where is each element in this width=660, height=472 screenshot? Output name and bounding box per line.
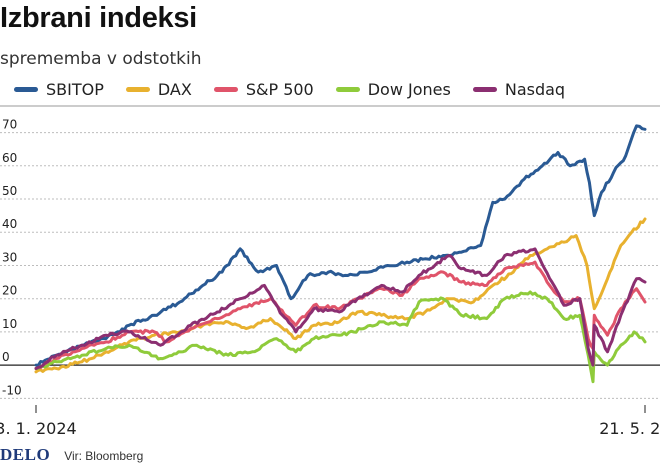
legend-swatch <box>125 87 150 92</box>
publisher-logo: DELO <box>0 445 51 464</box>
y-tick-label: -10 <box>2 383 22 397</box>
series-line-nasdaq <box>34 247 647 370</box>
x-tick-label: 3. 1. 2024 <box>0 419 77 438</box>
y-tick-label: 70 <box>2 118 17 132</box>
x-tick-label: 21. 5. 2025 <box>599 419 660 438</box>
legend-swatch <box>14 87 38 92</box>
y-tick-label: 0 <box>2 350 10 364</box>
legend-label: Nasdaq <box>504 80 566 99</box>
legend-swatch <box>213 87 238 92</box>
legend-item: Dow Jones <box>335 80 451 99</box>
series-line-dow-jones <box>34 290 647 384</box>
y-tick-label: 20 <box>2 284 17 298</box>
series-line-s-p-500 <box>34 260 647 370</box>
footer: DELO Vir: Bloomberg <box>0 445 143 465</box>
y-tick-label: 60 <box>2 151 17 165</box>
y-tick-label: 40 <box>2 217 17 231</box>
legend-label: DAX <box>157 80 192 99</box>
series-line-sbitop <box>34 124 647 367</box>
chart-subtitle: sprememba v odstotkih <box>0 49 202 69</box>
y-tick-label: 10 <box>2 317 17 331</box>
legend-label: S&P 500 <box>245 80 314 99</box>
legend-item: Nasdaq <box>472 80 566 99</box>
legend-swatch <box>335 87 360 92</box>
chart-title: Izbrani indeksi <box>0 2 197 34</box>
y-tick-label: 30 <box>2 250 17 264</box>
legend-item: S&P 500 <box>213 80 314 99</box>
series-line-dax <box>34 217 647 374</box>
legend-item: SBITOP <box>14 80 104 99</box>
legend-label: Dow Jones <box>367 80 451 99</box>
chart-legend: SBITOP DAX S&P 500 Dow Jones Nasdaq <box>14 80 587 99</box>
legend-swatch <box>472 87 497 92</box>
source-note: Vir: Bloomberg <box>64 449 144 463</box>
legend-item: DAX <box>125 80 192 99</box>
legend-label: SBITOP <box>46 80 104 99</box>
y-tick-label: 50 <box>2 184 17 198</box>
